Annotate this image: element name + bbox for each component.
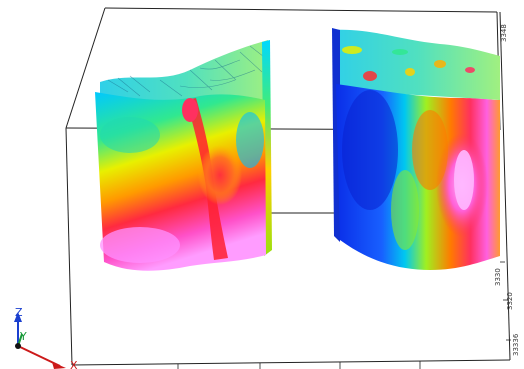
tick-label-mid-2: 3320 bbox=[506, 292, 514, 310]
tick-label-mid-1: 3330 bbox=[494, 268, 502, 286]
right-green-band bbox=[391, 170, 419, 250]
left-cool-patch-2 bbox=[236, 112, 264, 168]
left-top-texture bbox=[107, 45, 269, 97]
right-hotspot-core bbox=[454, 150, 474, 210]
y-axis-label: Y bbox=[19, 330, 27, 343]
left-cool-patch bbox=[100, 117, 160, 153]
right-block-top-surface bbox=[334, 29, 500, 101]
x-arrow-head-icon bbox=[52, 362, 66, 369]
tick-label-top: 3348 bbox=[500, 24, 508, 42]
right-warm-band bbox=[412, 110, 448, 190]
z-arrow-head-icon bbox=[14, 312, 22, 322]
z-axis-label: Z bbox=[15, 306, 23, 319]
left-hotspot-upper bbox=[182, 98, 198, 122]
right-cold-core bbox=[342, 90, 398, 210]
left-hotspot-mid bbox=[198, 145, 242, 205]
left-hotspot-low bbox=[100, 227, 180, 263]
bottom-axis-ticks bbox=[177, 361, 421, 369]
right-top-texture bbox=[342, 46, 475, 81]
orientation-triad[interactable]: Z Y X bbox=[14, 306, 78, 369]
right-volume-block[interactable] bbox=[332, 28, 500, 270]
right-axis-ticks: 3348 3330 3320 33336 bbox=[494, 24, 520, 356]
right-block-side-face bbox=[332, 28, 340, 242]
x-axis-label: X bbox=[70, 359, 78, 369]
tick-label-bottom: 33336 bbox=[512, 333, 520, 356]
left-volume-block[interactable] bbox=[95, 40, 272, 271]
triad-origin bbox=[15, 343, 21, 349]
